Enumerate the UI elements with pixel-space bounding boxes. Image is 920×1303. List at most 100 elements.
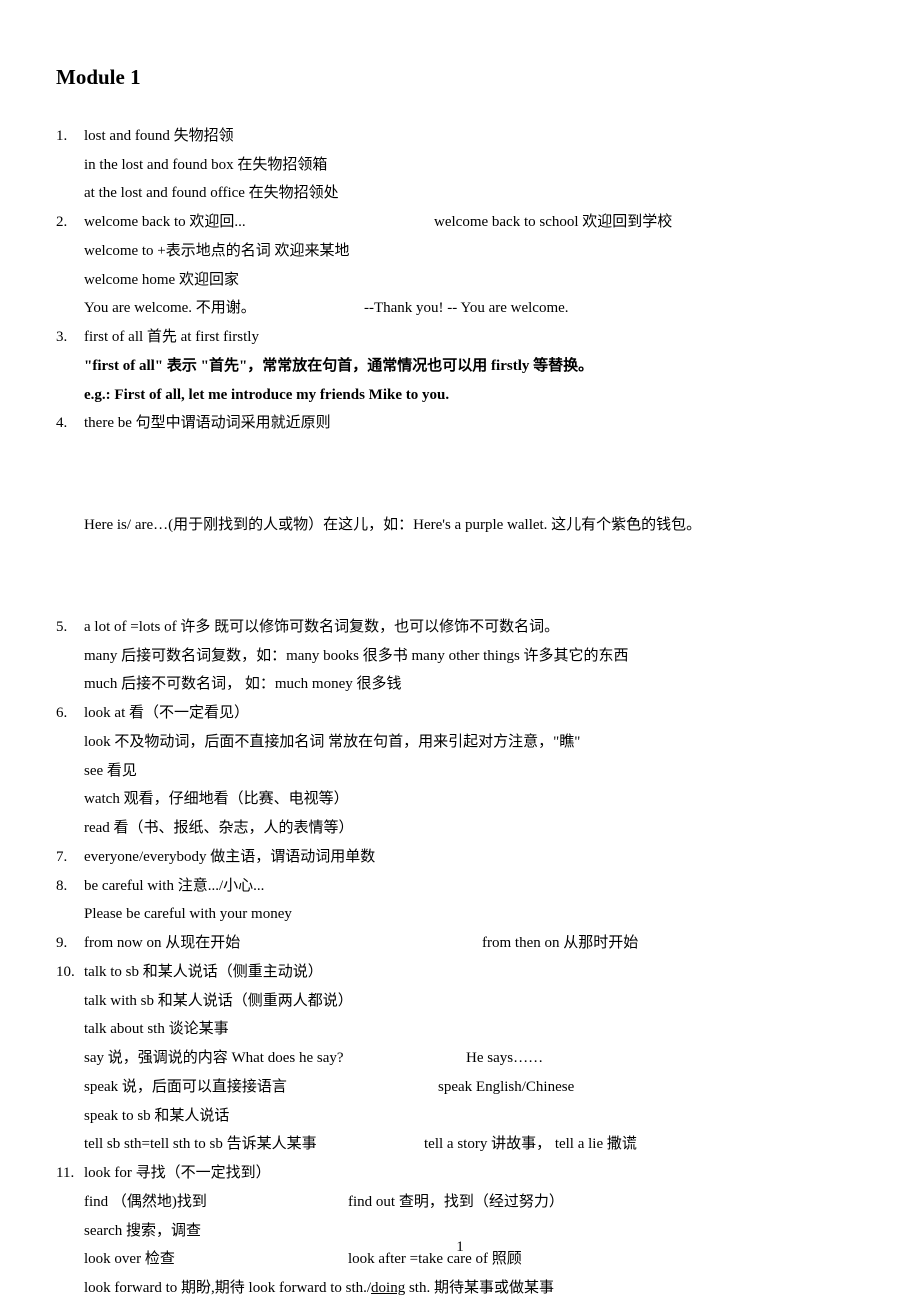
note-line: 11.look for 寻找（不一定找到）: [56, 1160, 864, 1188]
item-number: [56, 758, 84, 786]
line-content: speak to sb 和某人说话: [84, 1103, 864, 1131]
note-line: watch 观看，仔细地看（比赛、电视等）: [56, 786, 864, 814]
line-content: talk with sb 和某人说话（侧重两人都说）: [84, 988, 864, 1016]
line-content: say 说，强调说的内容 What does he say?He says……: [84, 1045, 864, 1073]
col-right: --Thank you! -- You are welcome.: [364, 295, 569, 323]
col-right: tell a story 讲故事， tell a lie 撒谎: [424, 1131, 637, 1159]
line-content: speak 说，后面可以直接接语言speak English/Chinese: [84, 1074, 864, 1102]
item-number: [56, 1189, 84, 1217]
item-number: 11.: [56, 1160, 84, 1188]
line-content: everyone/everybody 做主语，谓语动词用单数: [84, 844, 864, 872]
note-line: at the lost and found office 在失物招领处: [56, 180, 864, 208]
line-content: look at 看（不一定看见）: [84, 700, 864, 728]
line-content: tell sb sth=tell sth to sb 告诉某人某事tell a …: [84, 1131, 864, 1159]
line-content: first of all 首先 at first firstly: [84, 324, 864, 352]
item-number: [56, 786, 84, 814]
col-left: from now on 从现在开始: [84, 930, 482, 958]
text-part: sth. 期待某事或做某事: [405, 1280, 554, 1296]
item-number: 4.: [56, 410, 84, 438]
item-number: 1.: [56, 123, 84, 151]
item-number: [56, 901, 84, 929]
note-line: e.g.: First of all, let me introduce my …: [56, 382, 864, 410]
note-line: 4.there be 句型中谓语动词采用就近原则: [56, 410, 864, 438]
note-line: read 看（书、报纸、杂志，人的表情等）: [56, 815, 864, 843]
line-content: look 不及物动词，后面不直接加名词 常放在句首，用来引起对方注意，"瞧": [84, 729, 864, 757]
note-line: 8.be careful with 注意.../小心...: [56, 873, 864, 901]
note-line: "first of all" 表示 "首先"，常常放在句首，通常情况也可以用 f…: [56, 353, 864, 381]
item-number: 5.: [56, 614, 84, 642]
note-line: look 不及物动词，后面不直接加名词 常放在句首，用来引起对方注意，"瞧": [56, 729, 864, 757]
line-content: from now on 从现在开始from then on 从那时开始: [84, 930, 864, 958]
col-left: tell sb sth=tell sth to sb 告诉某人某事: [84, 1131, 424, 1159]
item-number: 10.: [56, 959, 84, 987]
note-line: 5.a lot of =lots of 许多 既可以修饰可数名词复数，也可以修饰…: [56, 614, 864, 642]
note-line: many 后接可数名词复数，如：many books 很多书 many othe…: [56, 643, 864, 671]
text-part: look forward to 期盼,期待 look forward to st…: [84, 1280, 371, 1296]
col-right: welcome back to school 欢迎回到学校: [434, 209, 672, 237]
item-number: [56, 1045, 84, 1073]
item-number: 8.: [56, 873, 84, 901]
item-number: [56, 815, 84, 843]
note-line: 3.first of all 首先 at first firstly: [56, 324, 864, 352]
line-content: be careful with 注意.../小心...: [84, 873, 864, 901]
note-line: welcome to +表示地点的名词 欢迎来某地: [56, 238, 864, 266]
col-right: from then on 从那时开始: [482, 930, 638, 958]
note-line: tell sb sth=tell sth to sb 告诉某人某事tell a …: [56, 1131, 864, 1159]
note-line: 7.everyone/everybody 做主语，谓语动词用单数: [56, 844, 864, 872]
note-line: speak to sb 和某人说话: [56, 1103, 864, 1131]
note-line: You are welcome. 不用谢。--Thank you! -- You…: [56, 295, 864, 323]
note-line: 9.from now on 从现在开始from then on 从那时开始: [56, 930, 864, 958]
line-content: there be 句型中谓语动词采用就近原则: [84, 410, 864, 438]
note-line: 10.talk to sb 和某人说话（侧重主动说）: [56, 959, 864, 987]
line-content: e.g.: First of all, let me introduce my …: [84, 382, 864, 410]
note-line: Here is/ are…(用于刚找到的人或物）在这儿，如：Here's a p…: [56, 512, 864, 540]
line-content: welcome back to 欢迎回...welcome back to sc…: [84, 209, 864, 237]
line-content: many 后接可数名词复数，如：many books 很多书 many othe…: [84, 643, 864, 671]
item-number: 3.: [56, 324, 84, 352]
note-line: in the lost and found box 在失物招领箱: [56, 152, 864, 180]
col-left: welcome back to 欢迎回...: [84, 209, 434, 237]
note-line: 2.welcome back to 欢迎回...welcome back to …: [56, 209, 864, 237]
col-left: find （偶然地)找到: [84, 1189, 348, 1217]
item-number: [56, 988, 84, 1016]
note-line: speak 说，后面可以直接接语言speak English/Chinese: [56, 1074, 864, 1102]
line-content: in the lost and found box 在失物招领箱: [84, 152, 864, 180]
item-number: [56, 512, 84, 540]
line-content: look forward to 期盼,期待 look forward to st…: [84, 1275, 864, 1303]
note-line: welcome home 欢迎回家: [56, 267, 864, 295]
item-number: [56, 382, 84, 410]
item-number: [56, 295, 84, 323]
item-number: [56, 1131, 84, 1159]
item-number: [56, 267, 84, 295]
line-content: see 看见: [84, 758, 864, 786]
note-line: find （偶然地)找到find out 查明，找到（经过努力）: [56, 1189, 864, 1217]
item-number: 7.: [56, 844, 84, 872]
line-content: at the lost and found office 在失物招领处: [84, 180, 864, 208]
item-number: [56, 1275, 84, 1303]
col-left: say 说，强调说的内容 What does he say?: [84, 1045, 466, 1073]
col-right: speak English/Chinese: [438, 1074, 574, 1102]
line-content: lost and found 失物招领: [84, 123, 864, 151]
line-content: "first of all" 表示 "首先"，常常放在句首，通常情况也可以用 f…: [84, 353, 864, 381]
col-right: find out 查明，找到（经过努力）: [348, 1189, 564, 1217]
line-content: find （偶然地)找到find out 查明，找到（经过努力）: [84, 1189, 864, 1217]
line-content: Please be careful with your money: [84, 901, 864, 929]
item-number: [56, 729, 84, 757]
line-content: read 看（书、报纸、杂志，人的表情等）: [84, 815, 864, 843]
note-line: talk about sth 谈论某事: [56, 1016, 864, 1044]
item-number: [56, 643, 84, 671]
line-content: a lot of =lots of 许多 既可以修饰可数名词复数，也可以修饰不可…: [84, 614, 864, 642]
note-line: say 说，强调说的内容 What does he say?He says……: [56, 1045, 864, 1073]
text-part: doing: [371, 1280, 405, 1296]
line-content: welcome home 欢迎回家: [84, 267, 864, 295]
item-number: [56, 238, 84, 266]
item-number: 9.: [56, 930, 84, 958]
item-number: [56, 671, 84, 699]
item-number: [56, 152, 84, 180]
line-content: look for 寻找（不一定找到）: [84, 1160, 864, 1188]
line-content: Here is/ are…(用于刚找到的人或物）在这儿，如：Here's a p…: [84, 512, 864, 540]
note-line: much 后接不可数名词， 如：much money 很多钱: [56, 671, 864, 699]
item-number: [56, 353, 84, 381]
col-left: speak 说，后面可以直接接语言: [84, 1074, 438, 1102]
note-line: talk with sb 和某人说话（侧重两人都说）: [56, 988, 864, 1016]
